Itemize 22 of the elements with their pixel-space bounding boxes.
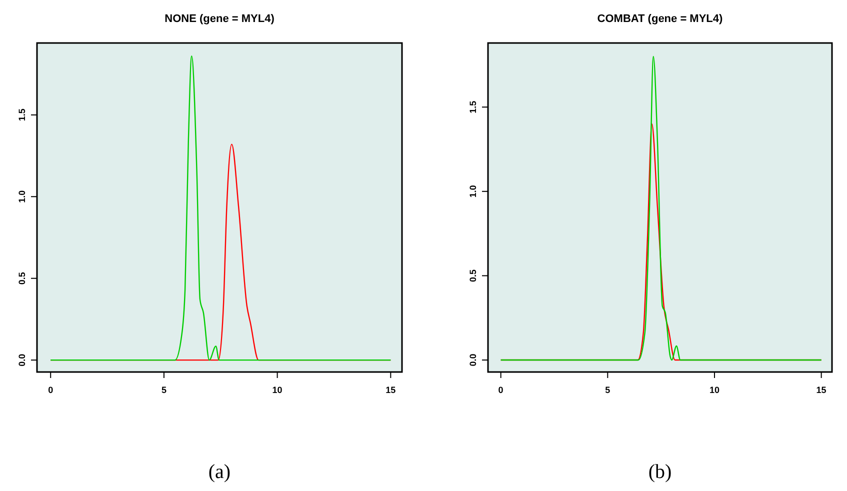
text: (a) bbox=[208, 461, 231, 483]
y-tick-label: 0.5 bbox=[17, 272, 27, 285]
y-tick-label: 1.5 bbox=[17, 108, 27, 122]
chart-title: NONE (gene = MYL4) bbox=[164, 13, 275, 25]
x-tick-label: 10 bbox=[272, 385, 282, 395]
x-tick-label: 15 bbox=[386, 385, 396, 395]
x-tick-label: 0 bbox=[498, 385, 504, 395]
y-tick-label: 0.0 bbox=[17, 354, 27, 366]
y-tick-label: 1.0 bbox=[17, 190, 27, 203]
x-tick-label: 15 bbox=[816, 385, 826, 395]
line-series bbox=[500, 56, 822, 361]
y-tick-label: 1.5 bbox=[468, 100, 478, 114]
x-tick-label: 10 bbox=[709, 385, 720, 395]
text: (b) bbox=[648, 461, 672, 483]
line-series bbox=[50, 55, 392, 361]
y-tick-label: 0.5 bbox=[468, 269, 478, 282]
x-tick-label: 5 bbox=[605, 385, 610, 395]
chart-title: COMBAT (gene = MYL4) bbox=[597, 13, 724, 25]
x-tick-label: 0 bbox=[48, 385, 54, 395]
x-tick-label: 5 bbox=[161, 385, 166, 395]
y-tick-label: 0.0 bbox=[468, 354, 478, 366]
y-tick-label: 1.0 bbox=[468, 185, 478, 198]
